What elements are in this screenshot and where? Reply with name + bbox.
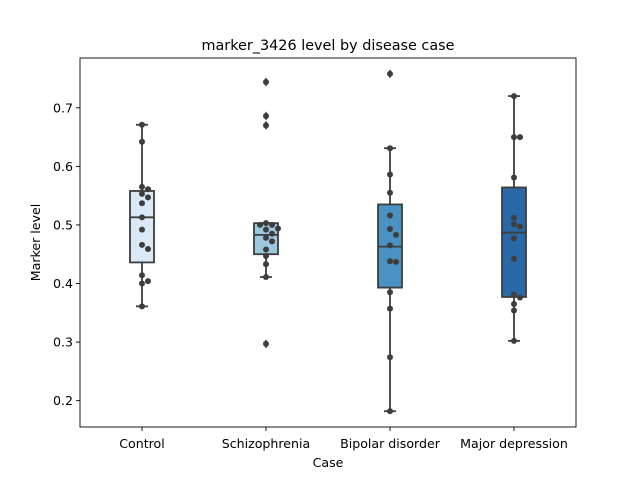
x-tick-label: Schizophrenia [222, 436, 311, 451]
data-point [263, 79, 269, 86]
box-group [501, 93, 527, 344]
box-group [129, 121, 155, 310]
data-point [511, 221, 517, 228]
data-point [511, 93, 517, 100]
data-point [387, 354, 393, 361]
data-point [263, 274, 269, 281]
data-point [387, 212, 393, 219]
data-point [517, 134, 523, 141]
data-point [145, 278, 151, 285]
x-axis-label: Case [313, 455, 344, 470]
data-point [393, 258, 399, 265]
data-point [511, 301, 517, 307]
data-point [511, 291, 517, 298]
box-iqr [501, 186, 527, 298]
data-point [263, 112, 269, 119]
y-axis-label: Marker level [28, 204, 43, 281]
data-point [269, 230, 275, 237]
data-point [511, 174, 517, 181]
data-point [263, 234, 269, 241]
y-tick-label: 0.4 [53, 276, 73, 291]
plot-area [129, 69, 527, 415]
box-group [253, 77, 281, 349]
data-point [263, 220, 269, 227]
data-point [139, 241, 145, 248]
data-point [139, 121, 145, 128]
x-tick-label: Major depression [460, 436, 568, 451]
y-tick-label: 0.7 [53, 100, 73, 115]
data-point [145, 194, 151, 201]
data-point [387, 70, 393, 77]
data-point [139, 190, 145, 197]
data-point [387, 305, 393, 312]
x-axis: Control Schizophrenia Bipolar disorder Majo… [119, 427, 568, 451]
data-point [511, 214, 517, 221]
chart-title: marker_3426 level by disease case [201, 38, 454, 54]
data-point [139, 280, 145, 287]
data-point [511, 134, 517, 141]
x-tick-label: Control [119, 436, 165, 451]
data-point [145, 245, 151, 252]
data-point [139, 226, 145, 233]
data-point [275, 225, 281, 232]
y-tick-label: 0.5 [53, 217, 73, 232]
data-point [269, 221, 275, 228]
y-tick-label: 0.2 [53, 393, 73, 408]
data-point [511, 307, 517, 314]
data-point [387, 258, 393, 265]
data-point [387, 408, 393, 415]
data-point [387, 145, 393, 152]
data-point [139, 200, 145, 207]
plot-frame [79, 57, 577, 428]
x-tick-label: Bipolar disorder [340, 436, 441, 451]
data-point [269, 238, 275, 245]
data-point [139, 272, 145, 279]
data-point [387, 189, 393, 196]
data-point [511, 255, 517, 262]
data-point [263, 340, 269, 347]
y-tick-label: 0.6 [53, 159, 73, 174]
data-point [517, 294, 523, 301]
data-point [139, 183, 145, 190]
data-point [393, 231, 399, 238]
data-point [387, 289, 393, 296]
data-point [263, 226, 269, 233]
data-point [387, 171, 393, 178]
data-point [139, 214, 145, 221]
data-point [257, 221, 263, 228]
data-point [139, 303, 145, 310]
data-point [511, 235, 517, 242]
data-point [139, 138, 145, 145]
data-point [263, 122, 269, 129]
data-point [387, 226, 393, 233]
data-point [263, 261, 269, 268]
data-point [263, 252, 269, 259]
data-point [517, 223, 523, 230]
y-tick-label: 0.3 [53, 335, 73, 350]
y-axis: 0.2 0.3 0.4 0.5 0.6 0.7 [53, 100, 80, 408]
box-group [377, 69, 403, 415]
data-point [145, 186, 151, 193]
data-point [263, 246, 269, 253]
data-point [387, 242, 393, 249]
data-point [511, 337, 517, 344]
